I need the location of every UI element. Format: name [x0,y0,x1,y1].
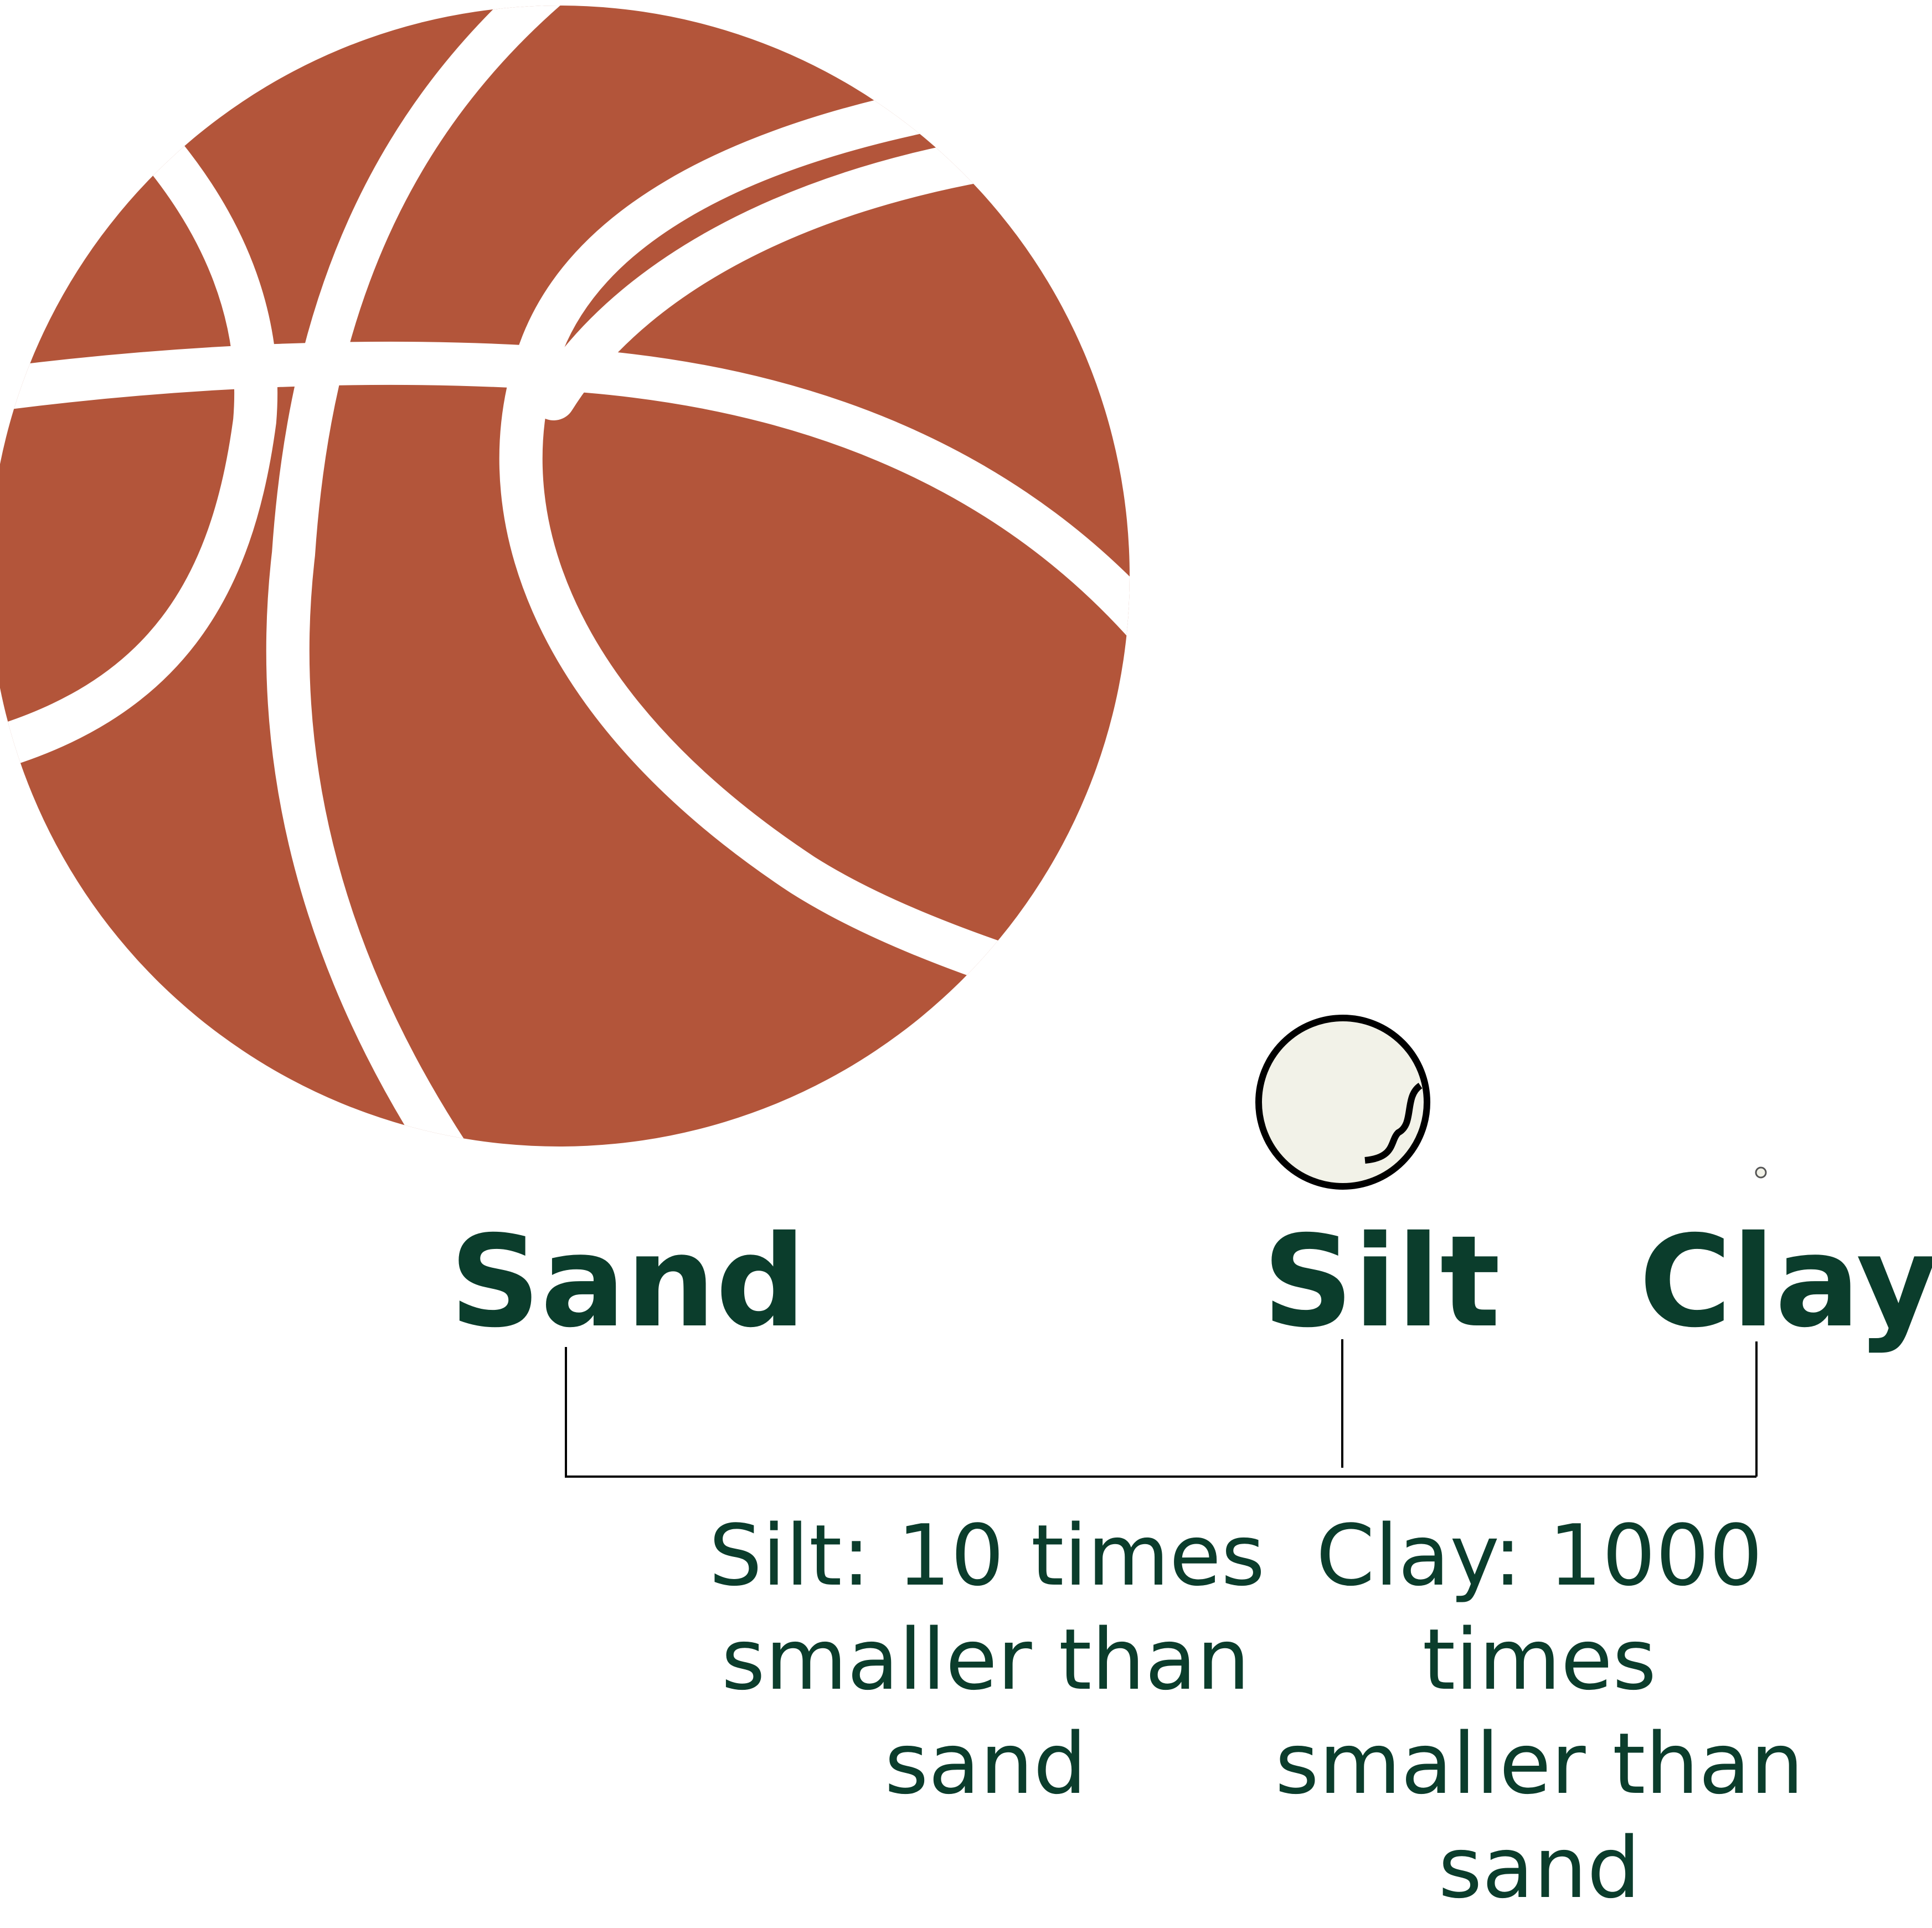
silt-caption: Silt: 10 times smaller than sand [709,1504,1265,1816]
clay-caption-line: smaller than [1275,1715,1804,1813]
silt-label: Silt [1263,1208,1501,1355]
clay-caption-line: times [1422,1611,1657,1709]
clay-caption-line: sand [1438,1819,1641,1917]
silt-caption-line: sand [884,1715,1087,1813]
clay-caption: Clay: 1000 times smaller than sand [1268,1504,1811,1920]
clay-caption-line: Clay: 1000 [1316,1507,1763,1605]
small-ball-icon [1255,1015,1430,1190]
silt-caption-line: smaller than [721,1611,1250,1709]
tiny-dot-icon [1755,1166,1767,1179]
sand-label: Sand [450,1208,806,1355]
clay-label: Clay [1639,1208,1932,1355]
silt-caption-line: Silt: 10 times [709,1507,1265,1605]
